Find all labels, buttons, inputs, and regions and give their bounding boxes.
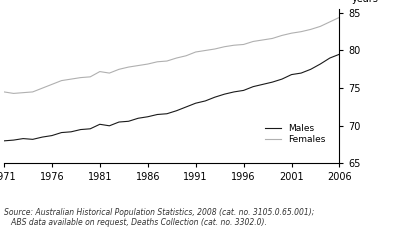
Males — [270, 81, 275, 84]
Males — [184, 106, 189, 108]
Females — [88, 76, 93, 78]
Females — [97, 70, 102, 73]
Males — [2, 139, 6, 142]
Males — [299, 72, 303, 74]
Males — [251, 85, 256, 88]
Males — [260, 83, 265, 86]
Females — [270, 37, 275, 40]
Males — [174, 109, 179, 112]
Females — [337, 16, 342, 19]
Males — [337, 53, 342, 56]
Females — [241, 43, 246, 46]
Males — [50, 134, 54, 137]
Males — [212, 96, 217, 99]
Females — [21, 91, 25, 94]
Males — [11, 139, 16, 141]
Females — [279, 34, 284, 37]
Text: Source: Australian Historical Population Statistics, 2008 (cat. no. 3105.0.65.00: Source: Australian Historical Population… — [4, 208, 314, 227]
Males — [193, 102, 198, 105]
Females — [318, 25, 323, 28]
Females — [184, 54, 189, 57]
Males — [59, 131, 64, 134]
Males — [21, 137, 25, 140]
Females — [164, 60, 169, 62]
Legend: Males, Females: Males, Females — [262, 121, 328, 147]
Females — [212, 48, 217, 50]
Females — [117, 68, 121, 71]
Males — [164, 112, 169, 115]
Males — [97, 123, 102, 126]
Line: Females: Females — [4, 17, 339, 94]
Females — [174, 57, 179, 59]
Males — [78, 128, 83, 131]
Line: Males: Males — [4, 54, 339, 141]
Males — [88, 127, 93, 130]
Females — [193, 51, 198, 53]
Females — [11, 92, 16, 95]
Males — [145, 115, 150, 118]
Females — [107, 72, 112, 74]
Females — [308, 28, 313, 31]
Females — [289, 32, 294, 35]
Text: years: years — [351, 0, 378, 4]
Males — [69, 131, 73, 133]
Females — [69, 78, 73, 80]
Males — [241, 89, 246, 92]
Males — [222, 93, 227, 96]
Females — [328, 20, 332, 23]
Males — [40, 136, 45, 138]
Males — [203, 100, 208, 102]
Females — [231, 44, 236, 47]
Males — [279, 78, 284, 80]
Males — [126, 120, 131, 123]
Females — [155, 60, 160, 63]
Males — [30, 138, 35, 141]
Females — [260, 39, 265, 41]
Females — [50, 83, 54, 86]
Females — [145, 63, 150, 65]
Females — [40, 87, 45, 89]
Males — [328, 57, 332, 59]
Females — [203, 49, 208, 52]
Females — [2, 91, 6, 93]
Males — [107, 124, 112, 127]
Males — [231, 91, 236, 93]
Females — [222, 45, 227, 48]
Females — [126, 66, 131, 68]
Females — [299, 30, 303, 33]
Females — [30, 91, 35, 93]
Males — [155, 113, 160, 116]
Males — [117, 121, 121, 123]
Females — [78, 76, 83, 79]
Males — [136, 117, 141, 120]
Males — [318, 63, 323, 65]
Females — [59, 79, 64, 82]
Females — [251, 40, 256, 43]
Females — [136, 64, 141, 67]
Males — [308, 68, 313, 71]
Males — [289, 73, 294, 76]
